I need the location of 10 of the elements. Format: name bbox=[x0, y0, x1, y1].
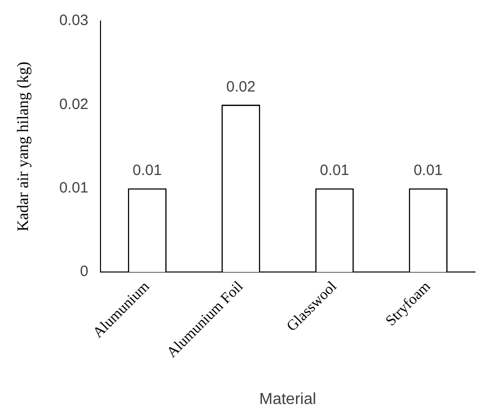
y-axis-title: Kadar air yang hilang (kg) bbox=[14, 62, 32, 232]
data-label: 0.01 bbox=[132, 162, 162, 180]
data-label: 0.02 bbox=[226, 78, 256, 96]
y-tick-label: 0 bbox=[80, 263, 88, 280]
y-tick-label: 0.01 bbox=[59, 180, 88, 197]
data-label: 0.01 bbox=[414, 162, 443, 180]
x-axis-title: Material bbox=[259, 390, 316, 408]
y-tick-label: 0.02 bbox=[59, 96, 88, 113]
data-label: 0.01 bbox=[320, 162, 350, 180]
y-tick-label: 0.03 bbox=[59, 12, 88, 30]
